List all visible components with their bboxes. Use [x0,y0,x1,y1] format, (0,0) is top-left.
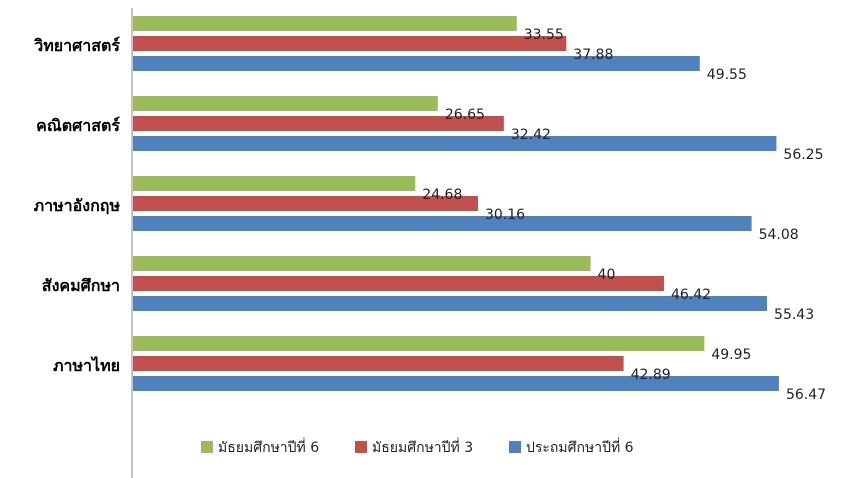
bar [133,336,705,351]
legend-label: มัธยมศึกษาปีที่ 6 [218,438,319,456]
data-label: 30.16 [485,207,525,223]
bar [133,16,517,31]
legend-label: ประถมศึกษาปีที่ 6 [526,438,634,456]
bar [133,256,591,271]
data-label: 56.47 [786,387,826,403]
data-label: 56.25 [783,147,823,163]
category-label: วิทยาศาสตร์ [33,36,120,55]
data-label: 33.55 [524,27,564,43]
legend-swatch [509,441,521,453]
category-labels-layer: วิทยาศาสตร์คณิตศาสตร์ภาษาอังกฤษสังคมศึกษ… [33,36,120,375]
bar [133,376,779,391]
bar [133,356,624,371]
bar [133,136,777,151]
data-label: 42.89 [631,367,671,383]
data-label: 26.65 [445,107,485,123]
value-labels-layer: 33.55 37.88 49.55 26.65 32.42 56.25 24.68 30.16… [422,27,826,403]
bars-layer [133,16,779,391]
bar [133,216,752,231]
data-label: 37.88 [573,47,613,63]
category-label: ภาษาไทย [53,356,120,375]
bar [133,116,504,131]
bar [133,36,567,51]
data-label: 49.55 [707,67,747,83]
data-label: 49.95 [711,347,751,363]
bar [133,176,416,191]
category-label: คณิตศาสตร์ [36,116,120,135]
data-label: 54.08 [759,227,799,243]
legend: มัธยมศึกษาปีที่ 6 มัธยมศึกษาปีที่ 3 ประถมศ… [201,438,634,456]
data-label: 46.42 [671,287,711,303]
data-label: 40 [598,267,616,283]
data-label: 55.43 [774,307,814,323]
legend-label: มัธยมศึกษาปีที่ 3 [372,438,473,456]
data-label: 32.42 [511,127,551,143]
legend-swatch [355,441,367,453]
data-label: 24.68 [422,187,462,203]
bar [133,96,438,111]
bar [133,196,478,211]
legend-swatch [201,441,213,453]
category-label: ภาษาอังกฤษ [34,196,121,215]
bar [133,296,768,311]
bar [133,276,664,291]
category-label: สังคมศึกษา [42,276,120,295]
bar [133,56,700,71]
